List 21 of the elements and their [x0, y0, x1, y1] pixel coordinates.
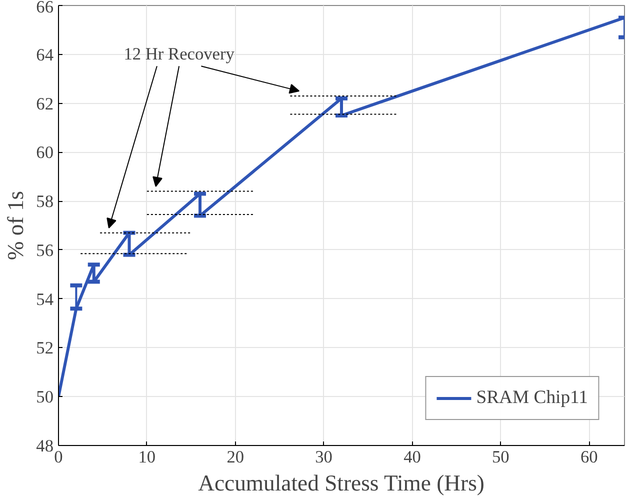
- y-tick-label: 64: [36, 45, 54, 64]
- x-tick-label: 50: [492, 448, 510, 466]
- x-tick-label: 10: [138, 448, 156, 466]
- x-tick-label: 20: [226, 448, 244, 466]
- y-tick-label: 48: [36, 436, 54, 456]
- y-tick-label: 62: [36, 94, 54, 114]
- x-tick-label: 40: [404, 448, 421, 466]
- y-tick-label: 54: [36, 290, 54, 309]
- annotation: 12 Hr Recovery: [124, 44, 235, 64]
- y-axis-title: % of 1s: [3, 190, 28, 260]
- y-tick-label: 56: [36, 240, 54, 260]
- legend-label: SRAM Chip11: [476, 387, 588, 409]
- y-tick-label: 50: [36, 388, 54, 407]
- x-tick-label: 60: [580, 448, 598, 466]
- x-tick-label: 0: [54, 448, 63, 466]
- x-tick-label: 30: [315, 448, 332, 466]
- y-tick-label: 52: [36, 338, 54, 358]
- y-tick-label: 60: [36, 143, 54, 162]
- y-tick-label: 66: [36, 0, 54, 16]
- y-tick-label: 58: [36, 192, 54, 212]
- x-axis-title: Accumulated Stress Time (Hrs): [198, 470, 484, 496]
